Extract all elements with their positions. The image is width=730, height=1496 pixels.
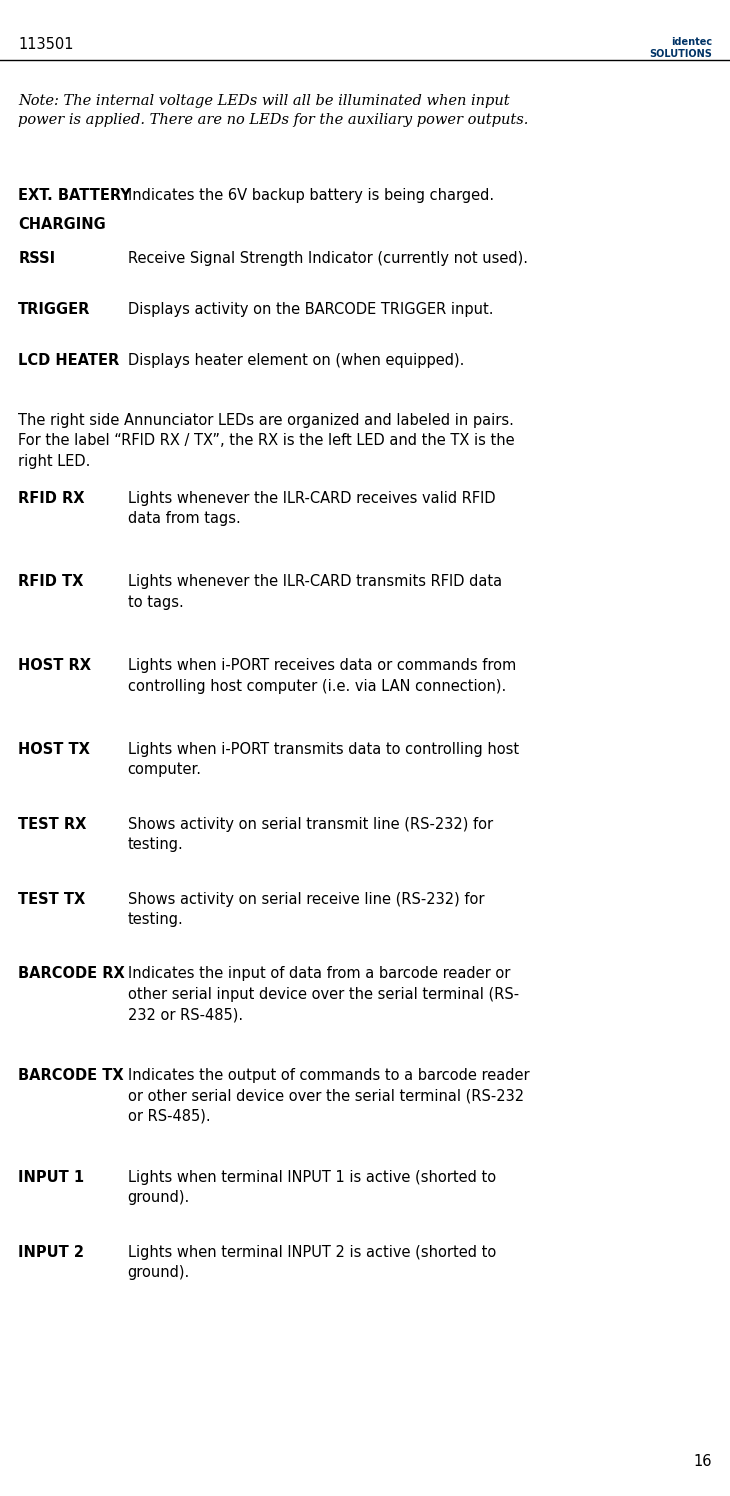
Text: Lights whenever the ILR-CARD receives valid RFID
data from tags.: Lights whenever the ILR-CARD receives va… <box>128 491 496 527</box>
Text: Lights whenever the ILR-CARD transmits RFID data
to tags.: Lights whenever the ILR-CARD transmits R… <box>128 574 502 610</box>
Text: Displays heater element on (when equipped).: Displays heater element on (when equippe… <box>128 353 464 368</box>
Text: Lights when terminal INPUT 2 is active (shorted to
ground).: Lights when terminal INPUT 2 is active (… <box>128 1245 496 1281</box>
Text: Indicates the output of commands to a barcode reader
or other serial device over: Indicates the output of commands to a ba… <box>128 1068 529 1123</box>
Text: Receive Signal Strength Indicator (currently not used).: Receive Signal Strength Indicator (curre… <box>128 251 528 266</box>
Text: HOST TX: HOST TX <box>18 742 90 757</box>
Text: EXT. BATTERY: EXT. BATTERY <box>18 188 131 203</box>
Text: INPUT 1: INPUT 1 <box>18 1170 85 1185</box>
Text: TEST RX: TEST RX <box>18 817 87 832</box>
Text: INPUT 2: INPUT 2 <box>18 1245 84 1260</box>
Text: CHARGING: CHARGING <box>18 217 106 232</box>
Text: identec
SOLUTIONS: identec SOLUTIONS <box>649 37 712 58</box>
Text: Lights when terminal INPUT 1 is active (shorted to
ground).: Lights when terminal INPUT 1 is active (… <box>128 1170 496 1206</box>
Text: RSSI: RSSI <box>18 251 55 266</box>
Text: Shows activity on serial receive line (RS-232) for
testing.: Shows activity on serial receive line (R… <box>128 892 484 928</box>
Text: Lights when i-PORT transmits data to controlling host
computer.: Lights when i-PORT transmits data to con… <box>128 742 519 778</box>
Text: TRIGGER: TRIGGER <box>18 302 91 317</box>
Text: RFID TX: RFID TX <box>18 574 84 589</box>
Text: RFID RX: RFID RX <box>18 491 85 506</box>
Text: 16: 16 <box>694 1454 712 1469</box>
Text: Indicates the input of data from a barcode reader or
other serial input device o: Indicates the input of data from a barco… <box>128 966 519 1022</box>
Text: HOST RX: HOST RX <box>18 658 91 673</box>
Text: TEST TX: TEST TX <box>18 892 85 907</box>
Text: LCD HEATER: LCD HEATER <box>18 353 120 368</box>
Text: The right side Annunciator LEDs are organized and labeled in pairs.
For the labe: The right side Annunciator LEDs are orga… <box>18 413 515 468</box>
Text: Indicates the 6V backup battery is being charged.: Indicates the 6V backup battery is being… <box>128 188 494 203</box>
Text: Shows activity on serial transmit line (RS-232) for
testing.: Shows activity on serial transmit line (… <box>128 817 493 853</box>
Text: Lights when i-PORT receives data or commands from
controlling host computer (i.e: Lights when i-PORT receives data or comm… <box>128 658 516 694</box>
Text: BARCODE TX: BARCODE TX <box>18 1068 124 1083</box>
Text: Displays activity on the BARCODE TRIGGER input.: Displays activity on the BARCODE TRIGGER… <box>128 302 493 317</box>
Text: Note: The internal voltage LEDs will all be illuminated when input
power is appl: Note: The internal voltage LEDs will all… <box>18 94 529 127</box>
Text: 113501: 113501 <box>18 37 74 52</box>
Text: BARCODE RX: BARCODE RX <box>18 966 125 981</box>
